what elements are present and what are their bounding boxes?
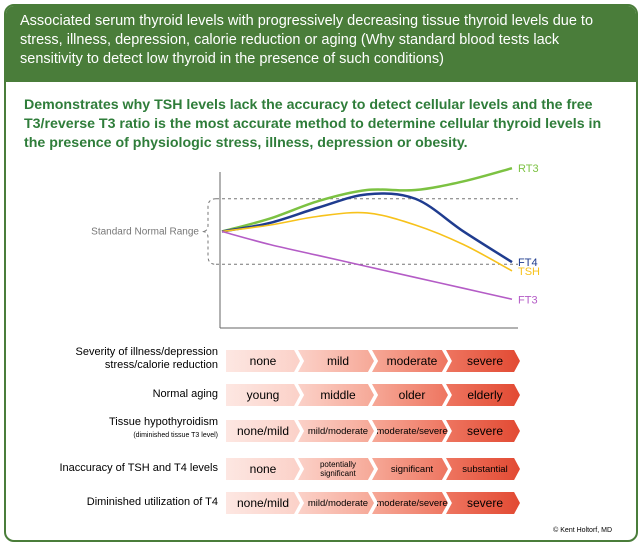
severity-cell: significant: [372, 458, 448, 480]
row-label-sub: (diminished tissue T3 level): [133, 432, 218, 439]
series-label-ft4: FT4: [518, 257, 538, 269]
severity-cell: mild/moderate: [298, 420, 374, 442]
row-label-sub: stress/calorie reduction: [104, 359, 218, 371]
header-banner: Associated serum thyroid levels with pro…: [6, 6, 636, 82]
subtitle: Demonstrates why TSH levels lack the acc…: [24, 97, 602, 151]
severity-cell: moderate/severe: [372, 420, 448, 442]
series-line-ft3: [221, 230, 513, 301]
severity-cell: mild: [298, 350, 374, 372]
severity-cell: severe: [446, 492, 520, 514]
header-text: Associated serum thyroid levels with pro…: [20, 13, 594, 67]
row-label-main: Inaccuracy of TSH and T4 levels: [59, 462, 218, 474]
series-label-ft3: FT3: [518, 294, 538, 306]
series-line-tsh: [221, 211, 513, 272]
row-label-main: Normal aging: [152, 388, 218, 400]
severity-cell: none: [226, 458, 300, 480]
severity-cell: mild/moderate: [298, 492, 374, 514]
row-label: Tissue hypothyroidism (diminished tissue …: [6, 416, 218, 442]
severity-cell: potentially significant: [298, 458, 374, 480]
severity-cell: elderly: [446, 384, 520, 406]
severity-cell: young: [226, 384, 300, 406]
row-label-main: Severity of illness/depression: [75, 346, 218, 358]
severity-cell: severe: [446, 350, 520, 372]
row-label-main: Tissue hypothyroidism: [108, 416, 218, 428]
series-label-tsh: TSH: [518, 266, 540, 278]
row-label: Diminished utilization of T4: [6, 496, 218, 509]
severity-cell: none: [226, 350, 300, 372]
severity-cell: older: [372, 384, 448, 406]
series-label-rt3: RT3: [518, 163, 539, 175]
severity-cell: moderate/severe: [372, 492, 448, 514]
row-label: Severity of illness/depression stress/cal…: [6, 346, 218, 372]
infographic-frame: Associated serum thyroid levels with pro…: [4, 4, 638, 542]
series-line-rt3: [221, 166, 513, 233]
normal-range-label: Standard Normal Range: [91, 227, 199, 238]
copyright: © Kent Holtorf, MD: [553, 527, 612, 534]
severity-row: Severity of illness/depression stress/cal…: [6, 346, 636, 372]
normal-range-brace: [201, 198, 217, 265]
severity-row: Diminished utilization of T4 none/mild mil…: [6, 492, 636, 514]
severity-cell: moderate: [372, 350, 448, 372]
severity-cell: substantial: [446, 458, 520, 480]
severity-cell: severe: [446, 420, 520, 442]
severity-cell: none/mild: [226, 492, 300, 514]
row-label-main: Diminished utilization of T4: [86, 496, 218, 508]
severity-row: Normal aging young middle older elderly: [6, 384, 636, 406]
severity-cell: middle: [298, 384, 374, 406]
row-label: Normal aging: [6, 388, 218, 401]
severity-row: Inaccuracy of TSH and T4 levels none poten…: [6, 458, 636, 480]
row-label: Inaccuracy of TSH and T4 levels: [6, 462, 218, 475]
series-line-ft4: [221, 192, 513, 264]
severity-cell: none/mild: [226, 420, 300, 442]
severity-row: Tissue hypothyroidism (diminished tissue …: [6, 416, 636, 442]
